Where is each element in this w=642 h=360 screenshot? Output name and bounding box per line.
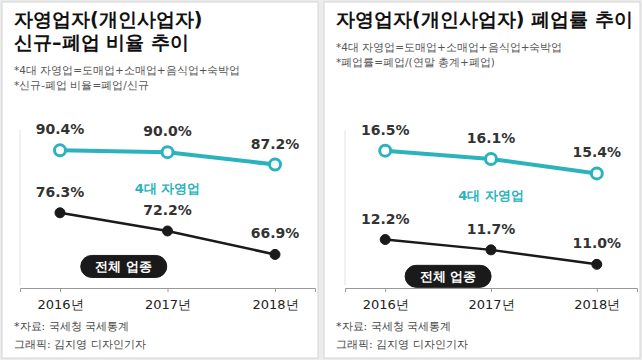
x-tick-label: 2018년 xyxy=(574,297,620,312)
y-axis-line xyxy=(20,130,21,285)
x-tick-label: 2018년 xyxy=(252,297,298,312)
data-label: 72.2% xyxy=(143,202,192,218)
point xyxy=(486,153,497,164)
series-line xyxy=(385,240,597,265)
data-label: 11.0% xyxy=(573,235,622,251)
x-tick: 2018년 xyxy=(574,288,620,312)
x-tick-mark xyxy=(60,288,61,292)
point xyxy=(54,145,65,156)
title: 자영업자(개인사업자) 폐업률 추이 xyxy=(336,8,633,30)
x-tick: 2016년 xyxy=(363,288,409,312)
data-label: 16.1% xyxy=(467,130,516,146)
plot-area xyxy=(54,145,280,260)
x-tick-mark xyxy=(597,288,598,292)
x-axis: 2016년 2017년 2018년 xyxy=(346,288,638,312)
note: *4대 자영업=도매업+소매업+음식업+숙박업 xyxy=(14,64,240,76)
x-tick: 2016년 xyxy=(37,288,83,312)
data-label: 12.2% xyxy=(361,211,410,227)
note: *폐업률=폐업/(연말 총계+폐업) xyxy=(336,56,495,68)
point xyxy=(270,159,281,170)
note: *4대 자영업=도매업+소매업+음식업+숙박업 xyxy=(336,41,562,53)
x-tick: 2017년 xyxy=(145,288,191,312)
series-name: 전체 업종 xyxy=(420,269,477,284)
credit: 그래픽: 김지영 디자인기자 xyxy=(14,338,146,351)
source: *자료: 국세청 국세통계 xyxy=(336,320,451,333)
data-label: 66.9% xyxy=(251,225,300,241)
data-label: 90.0% xyxy=(143,123,192,139)
data-label: 11.7% xyxy=(467,221,516,237)
x-tick-label: 2016년 xyxy=(37,297,83,312)
x-tick-label: 2016년 xyxy=(363,297,409,312)
x-tick-mark xyxy=(385,288,386,292)
x-axis: 2016년 2017년 2018년 xyxy=(21,288,316,312)
y-axis-line xyxy=(345,130,346,285)
x-axis-line xyxy=(346,289,638,293)
series-tag xyxy=(405,265,491,287)
point xyxy=(55,208,65,218)
data-label: 87.2% xyxy=(251,136,300,152)
series-name: 4대 자영업 xyxy=(458,188,524,203)
data-label: 90.4% xyxy=(36,121,85,137)
series-tag xyxy=(125,177,211,199)
series-tag xyxy=(448,184,534,206)
data-label: 76.3% xyxy=(36,184,85,200)
point xyxy=(380,145,391,156)
note: *신규-폐업 비율=폐업/신규 xyxy=(14,79,149,91)
point xyxy=(591,168,602,179)
point xyxy=(270,249,280,259)
data-label: 16.5% xyxy=(361,122,410,138)
source: *자료: 국세청 국세통계 xyxy=(14,320,129,333)
series-tag xyxy=(81,255,167,277)
x-tick-label: 2017년 xyxy=(468,297,514,312)
x-tick-mark xyxy=(168,288,169,292)
point xyxy=(592,259,602,269)
panel: 자영업자(개인사업자)신규–폐업 비율 추이 *4대 자영업=도매업+소매업+음식… xyxy=(2,2,318,358)
credit: 그래픽: 김지영 디자인기자 xyxy=(336,338,468,351)
labels: 90.4% 90.0% 87.2% 4대 자영업 76.3% 72.2% 66.9% 전체 업… xyxy=(36,121,300,277)
data-label: 15.4% xyxy=(573,144,622,160)
title: 신규–폐업 비율 추이 xyxy=(14,31,189,53)
panel: 자영업자(개인사업자) 폐업률 추이 *4대 자영업=도매업+소매업+음식업+숙박… xyxy=(324,2,640,358)
x-tick-mark xyxy=(275,288,276,292)
panel-background xyxy=(324,2,640,358)
x-tick: 2018년 xyxy=(252,288,298,312)
series-line xyxy=(60,213,275,255)
x-tick: 2017년 xyxy=(468,288,514,312)
point xyxy=(163,226,173,236)
series-name: 전체 업종 xyxy=(95,259,152,274)
point xyxy=(162,147,173,158)
figure: 자영업자(개인사업자)신규–폐업 비율 추이 *4대 자영업=도매업+소매업+음식… xyxy=(0,0,642,360)
plot-area xyxy=(380,145,603,269)
point xyxy=(486,245,496,255)
panel-background xyxy=(2,2,318,358)
point xyxy=(380,235,390,245)
series-name: 4대 자영업 xyxy=(135,181,201,196)
x-axis-line xyxy=(21,289,316,293)
title: 자영업자(개인사업자) xyxy=(14,8,202,30)
x-tick-mark xyxy=(491,288,492,292)
x-tick-label: 2017년 xyxy=(145,297,191,312)
series-line xyxy=(385,151,597,174)
labels: 16.5% 16.1% 15.4% 4대 자영업 12.2% 11.7% 11.0% 전체 업… xyxy=(361,122,621,288)
